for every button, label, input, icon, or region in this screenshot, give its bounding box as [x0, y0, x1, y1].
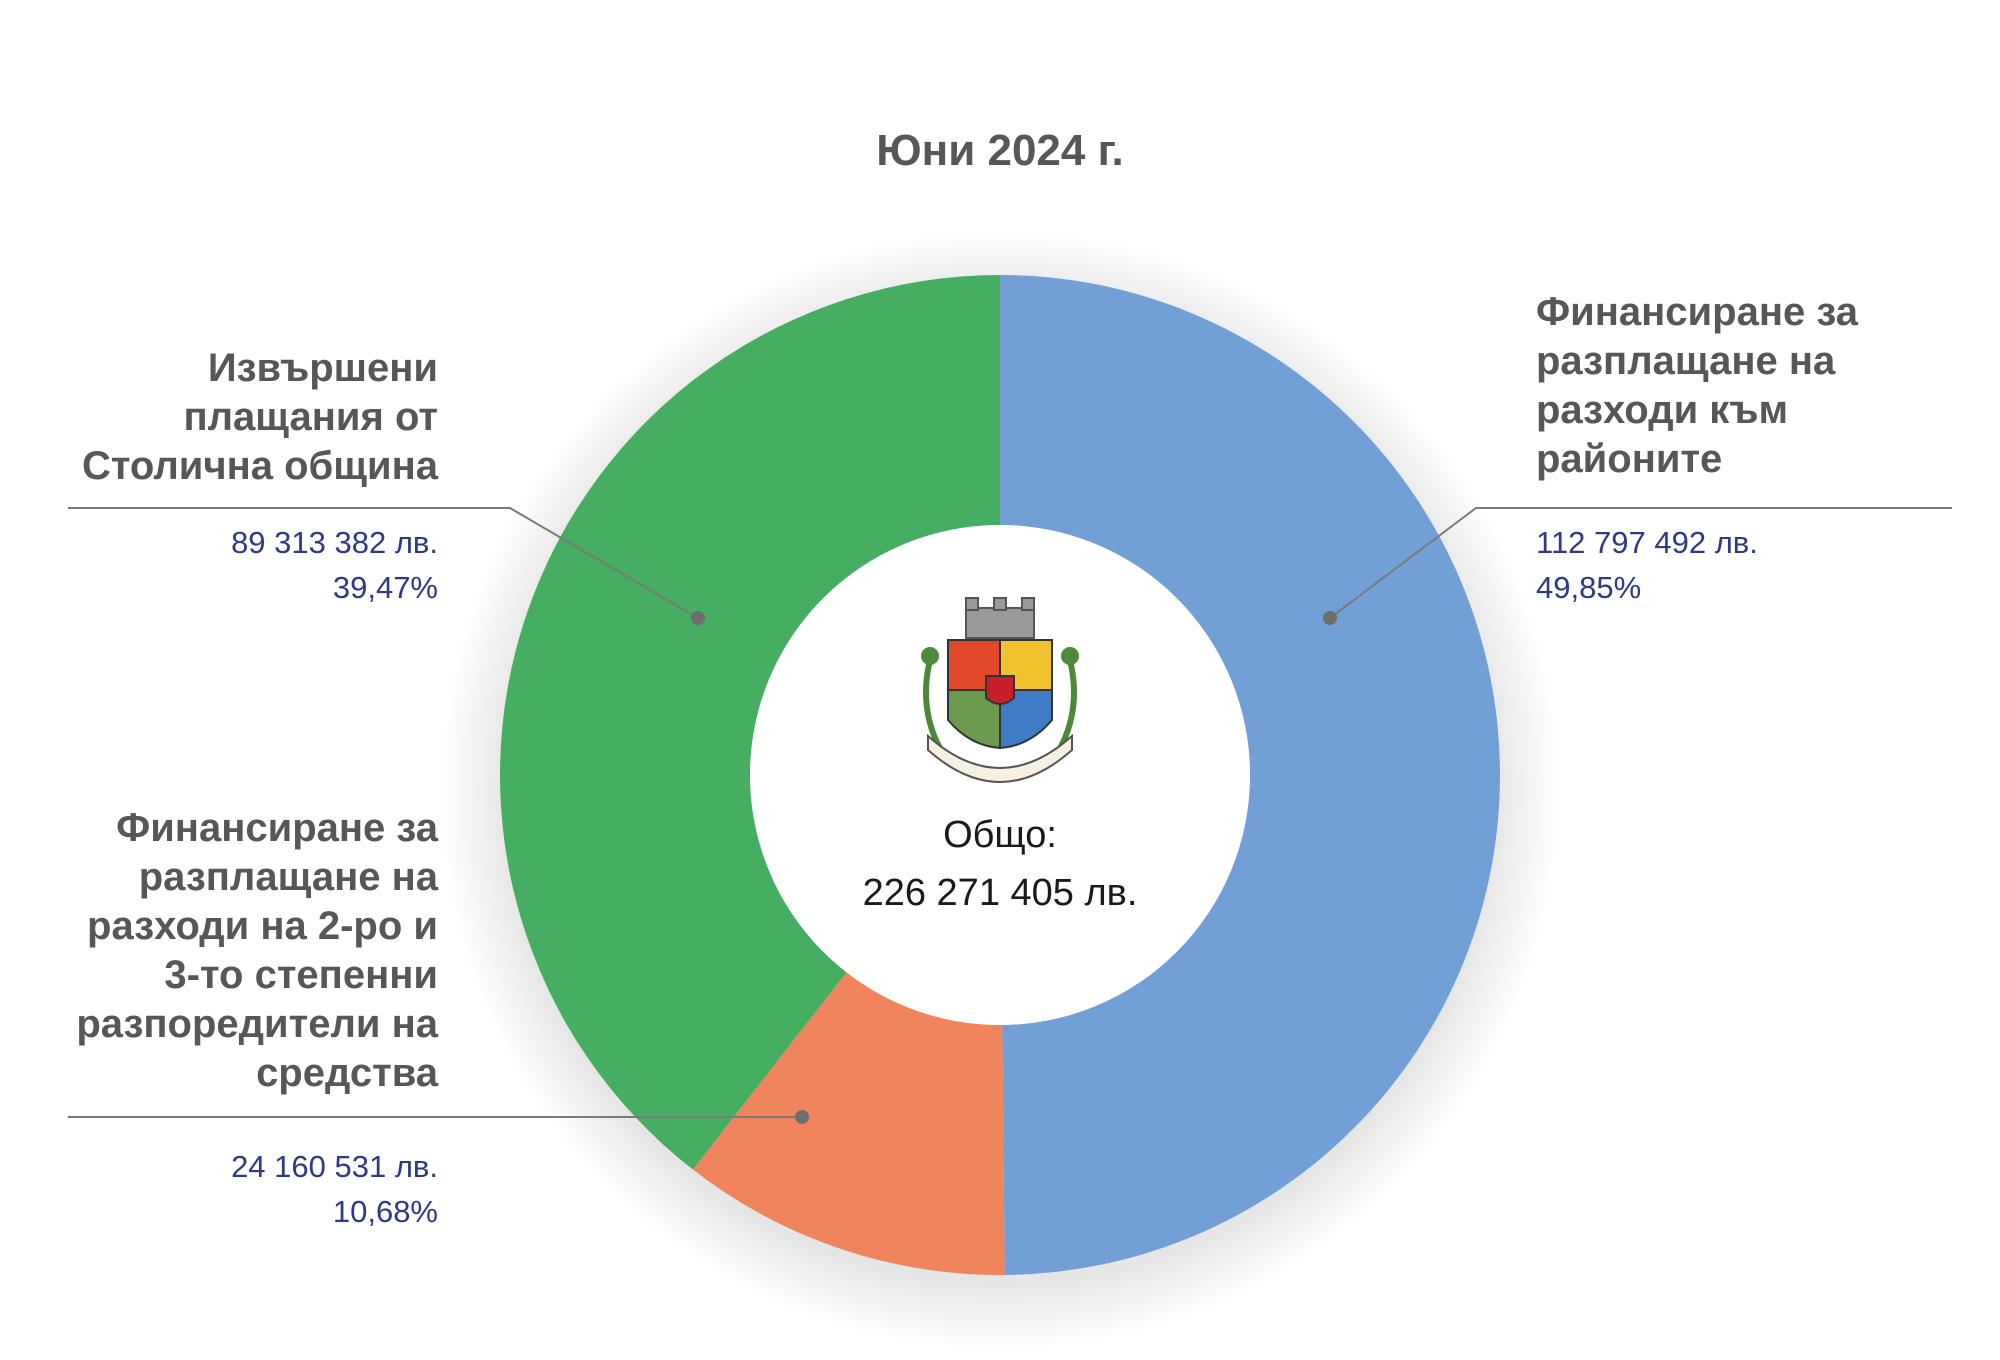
slice-label-districts: Финансиране за разплащане на разходи към… — [1536, 288, 1956, 484]
slice-value-municipality-payments: 89 313 382 лв. 39,47% — [40, 520, 438, 610]
slice-label-line: средства — [256, 1051, 438, 1095]
slice-label-line: Финансиране за — [1536, 290, 1858, 334]
slice-label-line: разпоредители на — [76, 1002, 438, 1046]
slice-municipality-payments — [499, 274, 1000, 1170]
slice-amount: 112 797 492 лв. — [1536, 525, 1758, 560]
slice-label-municipality-payments: Извършени плащания от Столична община — [40, 344, 438, 491]
slice-value-secondary-distributors: 24 160 531 лв. 10,68% — [40, 1144, 438, 1234]
slice-label-line: разходи на 2-ро и — [87, 904, 438, 948]
chart-title: Юни 2024 г. — [876, 126, 1124, 175]
slice-percent: 49,85% — [1536, 570, 1642, 605]
slice-label-line: Извършени — [207, 346, 438, 390]
slice-label-secondary-distributors: Финансиране за разплащане на разходи на … — [40, 804, 438, 1098]
leader-municipality-payments — [68, 507, 699, 619]
slice-label-line: разплащане на — [1536, 339, 1836, 383]
slice-amount: 24 160 531 лв. — [231, 1149, 438, 1184]
slice-label-line: разходи към — [1536, 388, 1789, 432]
leader-secondary-distributors-dot — [795, 1110, 809, 1124]
slice-amount: 89 313 382 лв. — [231, 525, 438, 560]
slice-label-line: плащания от — [183, 395, 438, 439]
center-total-value: 226 271 405 лв. — [862, 872, 1138, 914]
slice-label-line: Финансиране за — [116, 806, 438, 850]
slice-percent: 39,47% — [332, 570, 438, 605]
leader-districts — [1329, 507, 1952, 619]
slice-value-districts: 112 797 492 лв. 49,85% — [1536, 520, 1896, 610]
sofia-coat-of-arms-icon — [921, 597, 1079, 783]
slice-label-line: разплащане на — [138, 855, 438, 899]
center-total: Общо: 226 271 405 лв. — [800, 806, 1200, 922]
slice-label-line: районите — [1536, 437, 1723, 481]
slice-label-line: Столична община — [81, 444, 438, 488]
slice-secondary-distributors — [692, 972, 1005, 1275]
center-total-label: Общо: — [943, 814, 1057, 856]
slice-percent: 10,68% — [332, 1194, 438, 1229]
leader-districts-dot — [1323, 611, 1337, 625]
leader-municipality-payments-dot — [691, 611, 705, 625]
slice-label-line: 3-то степенни — [164, 953, 438, 997]
